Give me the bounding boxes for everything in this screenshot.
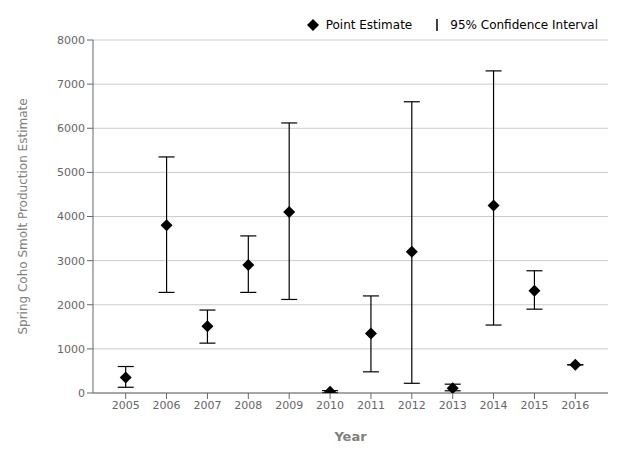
svg-text:2000: 2000 <box>57 299 85 312</box>
svg-text:2013: 2013 <box>439 399 467 412</box>
svg-text:2014: 2014 <box>480 399 508 412</box>
svg-text:2007: 2007 <box>193 399 221 412</box>
svg-text:2009: 2009 <box>275 399 303 412</box>
html-text:95% Confidence Interval: 95% Confidence Interval <box>450 18 598 32</box>
html-text:Point Estimate: Point Estimate <box>325 18 413 32</box>
svg-text:5000: 5000 <box>57 166 85 179</box>
svg-text:Year: Year <box>333 429 367 444</box>
svg-text:7000: 7000 <box>57 78 85 91</box>
svg-text:2006: 2006 <box>153 399 181 412</box>
svg-text:1000: 1000 <box>57 343 85 356</box>
svg-text:8000: 8000 <box>57 34 85 47</box>
svg-text:2011: 2011 <box>357 399 385 412</box>
svg-text:0: 0 <box>78 387 85 400</box>
svg-text:2015: 2015 <box>520 399 548 412</box>
svg-text:3000: 3000 <box>57 255 85 268</box>
svg-text:2005: 2005 <box>112 399 140 412</box>
svg-text:Spring Coho Smolt Production E: Spring Coho Smolt Production Estimate <box>16 98 30 334</box>
svg-text:6000: 6000 <box>57 122 85 135</box>
svg-text:2008: 2008 <box>234 399 262 412</box>
svg-text:4000: 4000 <box>57 210 85 223</box>
svg-text:2010: 2010 <box>316 399 344 412</box>
svg-text:2016: 2016 <box>561 399 589 412</box>
svg-text:2012: 2012 <box>398 399 426 412</box>
